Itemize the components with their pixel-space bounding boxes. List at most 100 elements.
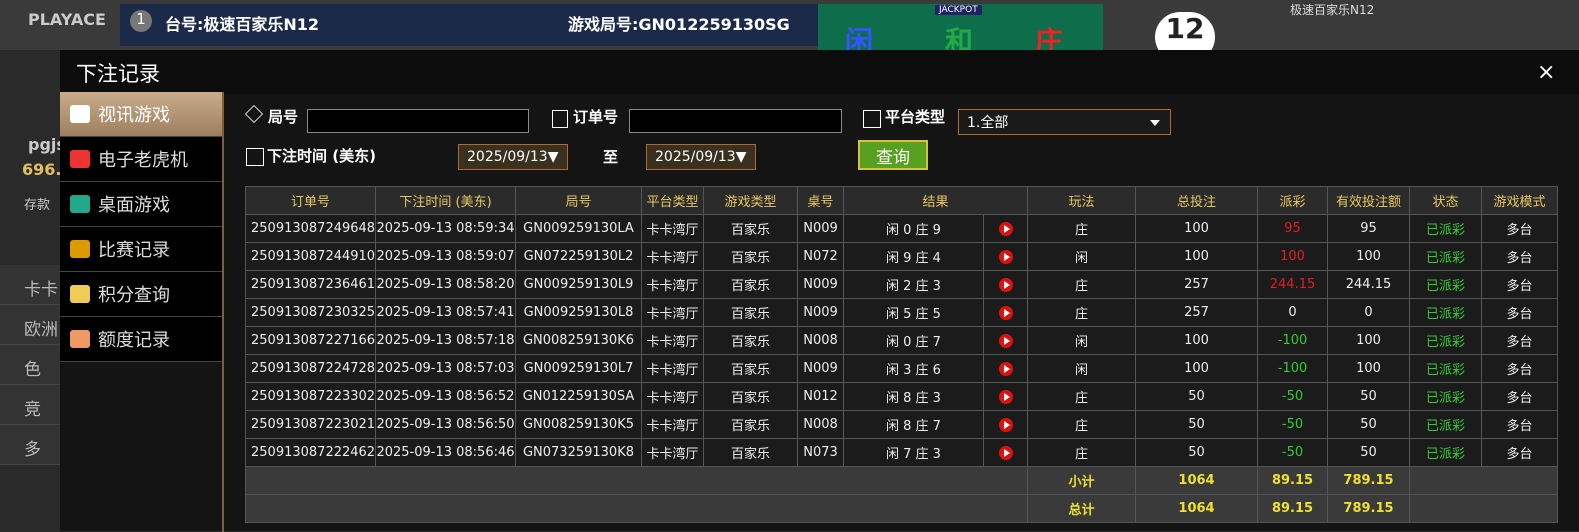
cell: 2025-09-13 08:57:18 [375, 326, 516, 355]
cell: 闲 [1027, 242, 1137, 271]
cell: GN008259130K5 [515, 410, 642, 439]
menu-item[interactable]: 额度记录 [60, 317, 222, 362]
cell: GN009259130LA [515, 214, 642, 243]
replay-button[interactable] [998, 333, 1013, 348]
query-button[interactable]: 查询 [858, 140, 928, 170]
side-item[interactable]: 多 [0, 425, 60, 465]
cell: N012 [797, 382, 844, 411]
cell: N008 [797, 326, 844, 355]
replay-button[interactable] [998, 249, 1013, 264]
time-label: 下注时间 (美东) [267, 147, 376, 165]
subtotal-payout: 89.15 [1257, 466, 1329, 495]
cell: N072 [797, 242, 844, 271]
header-cell: 总投注 [1135, 186, 1259, 215]
replay-button[interactable] [998, 389, 1013, 404]
record-row: 250913087244910 2025-09-13 08:59:07 GN0722… [245, 242, 1559, 271]
cell: 卡卡湾厅 [641, 354, 704, 383]
menu-label: 桌面游戏 [98, 195, 170, 216]
menu-icon [70, 240, 90, 258]
record-row: 250913087223021 2025-09-13 08:56:50 GN0082… [245, 410, 1559, 439]
start-date[interactable]: 2025/09/13▼ [458, 144, 568, 170]
menu-label: 电子老虎机 [98, 150, 188, 171]
round-no: 游戏局号:GN012259130SG [568, 15, 790, 34]
side-item[interactable]: 欧洲 [0, 305, 60, 345]
cell: 多台 [1481, 214, 1559, 243]
cell: N009 [797, 298, 844, 327]
menu-item[interactable]: 视讯游戏 [60, 92, 222, 137]
cell: 100 [1135, 326, 1259, 355]
blank [244, 494, 1029, 523]
replay-cell [982, 326, 1029, 355]
header-cell: 游戏模式 [1481, 186, 1559, 215]
replay-button[interactable] [998, 277, 1013, 292]
cell: 50 [1327, 382, 1411, 411]
replay-button[interactable] [998, 361, 1013, 376]
end-date-value: 2025/09/13▼ [655, 149, 747, 165]
cell: 闲 7 庄 3 [843, 438, 984, 467]
cell: -100 [1257, 354, 1329, 383]
record-row: 250913087224728 2025-09-13 08:57:03 GN0092… [245, 354, 1559, 383]
subtotal-row: 小计 1064 89.15 789.15 [244, 466, 1559, 495]
replay-button[interactable] [998, 417, 1013, 432]
cell: GN073259130K8 [515, 438, 642, 467]
menu-icon [70, 105, 90, 123]
replay-button[interactable] [998, 221, 1013, 236]
menu-item[interactable]: 比赛记录 [60, 227, 222, 272]
cell: 已派彩 [1409, 326, 1483, 355]
cell: N009 [797, 214, 844, 243]
user: pgjs [28, 135, 66, 154]
order-input[interactable] [629, 109, 842, 133]
cell: 257 [1135, 298, 1259, 327]
round-input[interactable] [307, 109, 529, 133]
cell: 100 [1327, 354, 1411, 383]
cell: N073 [797, 438, 844, 467]
game-bar: PLAYACE 1 台号:极速百家乐N12 游戏局号:GN012259130SG… [0, 0, 1579, 62]
cell: GN009259130L9 [515, 270, 642, 299]
header-row: 订单号 下注时间 (美东) 局号 平台类型 游戏类型 桌号 结果 玩法 总投注 派彩 有效投注额 状态… [245, 186, 1559, 215]
header-cell: 状态 [1409, 186, 1483, 215]
cell: 闲 5 庄 5 [843, 298, 984, 327]
cell: 2025-09-13 08:56:50 [375, 410, 516, 439]
end-date[interactable]: 2025/09/13▼ [646, 144, 756, 170]
cell: 闲 9 庄 4 [843, 242, 984, 271]
balance: 696. [22, 160, 62, 179]
cell: 庄 [1027, 214, 1137, 243]
cell: 257 [1135, 270, 1259, 299]
platform-select[interactable]: 1.全部 [958, 109, 1171, 135]
cell: 已派彩 [1409, 410, 1483, 439]
cell: 100 [1327, 242, 1411, 271]
header-cell: 下注时间 (美东) [375, 186, 516, 215]
cell: 庄 [1027, 410, 1137, 439]
close-button[interactable]: × [1537, 60, 1556, 85]
replay-cell [982, 214, 1029, 243]
cell: -50 [1257, 382, 1329, 411]
cell: 95 [1257, 214, 1329, 243]
cell: 卡卡湾厅 [641, 382, 704, 411]
to-label: 至 [603, 148, 619, 166]
header-cell: 派彩 [1257, 186, 1329, 215]
total-row: 总计 1064 89.15 789.15 [244, 494, 1559, 523]
cell: 250913087223302 [245, 382, 376, 411]
replay-button[interactable] [998, 445, 1013, 460]
menu-label: 积分查询 [98, 285, 170, 306]
side-item[interactable]: 竞 [0, 385, 60, 425]
cell: GN009259130L7 [515, 354, 642, 383]
menu-item[interactable]: 电子老虎机 [60, 137, 222, 182]
replay-cell [982, 270, 1029, 299]
cell: 已派彩 [1409, 214, 1483, 243]
cell: 100 [1135, 242, 1259, 271]
menu-item[interactable]: 积分查询 [60, 272, 222, 317]
side-item[interactable]: 卡卡 [0, 265, 60, 305]
header-cell: 有效投注额 [1327, 186, 1411, 215]
replay-button[interactable] [998, 305, 1013, 320]
menu-label: 视讯游戏 [98, 105, 170, 126]
menu-item[interactable]: 桌面游戏 [60, 182, 222, 227]
cell: 0 [1327, 298, 1411, 327]
cell: 95 [1327, 214, 1411, 243]
cell: N008 [797, 410, 844, 439]
cell: 百家乐 [703, 298, 798, 327]
cell: 100 [1257, 242, 1329, 271]
side-item[interactable]: 色 [0, 345, 60, 385]
header-cell: 桌号 [797, 186, 844, 215]
order-label: 订单号 [573, 108, 619, 126]
